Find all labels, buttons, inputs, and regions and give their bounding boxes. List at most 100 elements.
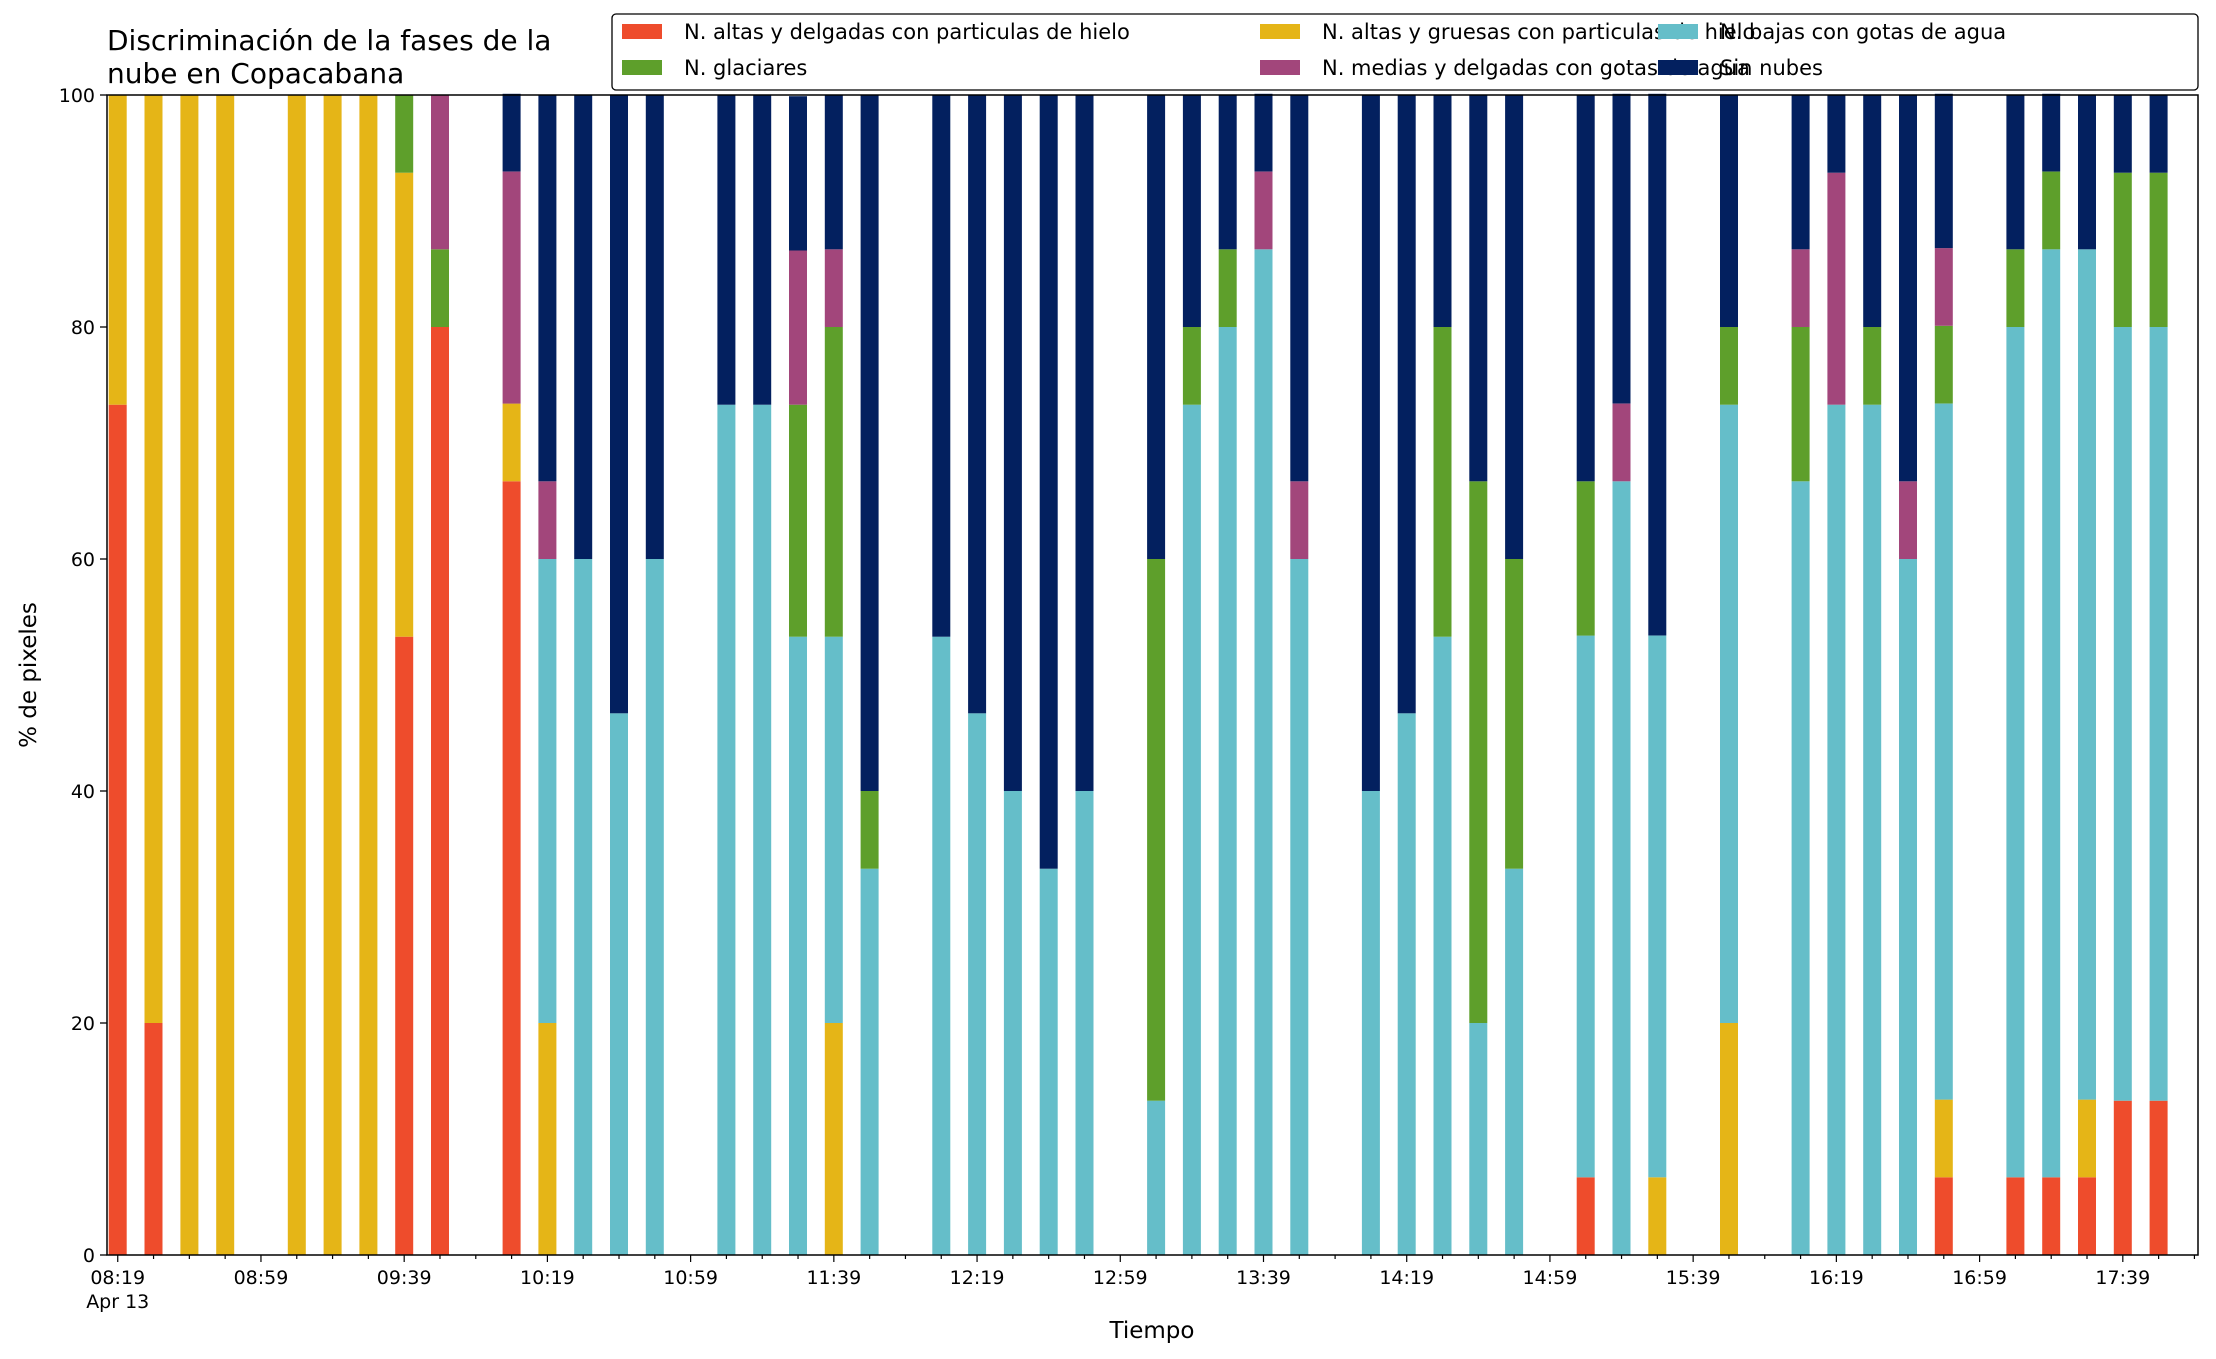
x-tick-label: 16:59 bbox=[1952, 1267, 2007, 1289]
bar-segment-23-series-5 bbox=[1075, 95, 1094, 791]
bar-segment-11-series-5 bbox=[574, 95, 593, 559]
bar-segment-22-series-5 bbox=[1039, 95, 1058, 869]
legend-swatch-0 bbox=[622, 24, 662, 39]
bar-segment-36-series-2 bbox=[1648, 635, 1667, 1178]
bar-segment-0-series-0 bbox=[108, 404, 127, 1255]
bar-segment-16-series-5 bbox=[789, 96, 807, 251]
bar-segment-39-series-2 bbox=[1827, 404, 1846, 1255]
bar-segment-33-series-3 bbox=[1505, 559, 1524, 869]
bar-segment-24-series-3 bbox=[1147, 559, 1166, 1101]
bar-segment-35-series-2 bbox=[1612, 481, 1631, 1255]
bar-segment-17-series-3 bbox=[824, 327, 843, 637]
bar-segment-19-series-5 bbox=[932, 95, 951, 637]
bar-segment-8-series-4 bbox=[431, 95, 449, 250]
bar-segment-45-series-1 bbox=[2078, 1099, 2096, 1178]
x-tick-label: 17:39 bbox=[2095, 1267, 2150, 1289]
bar-segment-44-series-3 bbox=[2042, 171, 2061, 250]
bar-segment-32-series-5 bbox=[1469, 95, 1488, 482]
bar-segment-17-series-1 bbox=[824, 1023, 843, 1255]
bar-segment-10-series-1 bbox=[538, 1023, 557, 1255]
bars-layer bbox=[108, 93, 2168, 1256]
bar-segment-28-series-5 bbox=[1290, 95, 1309, 482]
bar-segment-10-series-2 bbox=[538, 559, 557, 1023]
legend-label-5: Sin nubes bbox=[1720, 56, 1823, 80]
bar-segment-45-series-0 bbox=[2078, 1177, 2096, 1255]
bar-segment-20-series-2 bbox=[968, 713, 987, 1255]
bar-segment-38-series-4 bbox=[1791, 249, 1810, 327]
bar-segment-33-series-5 bbox=[1505, 95, 1524, 559]
bar-segment-34-series-5 bbox=[1576, 95, 1595, 482]
legend-swatch-2 bbox=[1658, 24, 1698, 39]
bar-segment-26-series-2 bbox=[1218, 327, 1237, 1255]
chart-title-line-2: nube en Copacabana bbox=[107, 57, 404, 90]
bar-segment-21-series-2 bbox=[1003, 791, 1022, 1255]
bar-segment-6-series-1 bbox=[359, 95, 378, 1255]
bar-segment-45-series-2 bbox=[2078, 249, 2096, 1100]
bar-segment-7-series-3 bbox=[395, 95, 414, 173]
x-tick-label: 12:19 bbox=[950, 1267, 1005, 1289]
bar-segment-37-series-2 bbox=[1720, 404, 1738, 1023]
bar-segment-29-series-2 bbox=[1361, 791, 1380, 1255]
bar-segment-33-series-2 bbox=[1505, 868, 1524, 1255]
bar-segment-43-series-5 bbox=[2006, 95, 2025, 250]
bar-segment-25-series-5 bbox=[1182, 95, 1201, 327]
bar-segment-0-series-1 bbox=[108, 95, 127, 405]
y-axis-label: % de pixeles bbox=[16, 602, 42, 748]
x-tick-label: 16:19 bbox=[1809, 1267, 1864, 1289]
bar-segment-7-series-0 bbox=[395, 636, 414, 1255]
bar-segment-3-series-1 bbox=[216, 95, 235, 1255]
legend-swatch-4 bbox=[1260, 60, 1300, 75]
bar-segment-47-series-2 bbox=[2149, 327, 2168, 1101]
legend-label-0: N. altas y delgadas con particulas de hi… bbox=[684, 20, 1130, 44]
bar-segment-24-series-5 bbox=[1147, 95, 1166, 559]
bar-segment-31-series-5 bbox=[1433, 95, 1452, 327]
x-tick-label: 14:59 bbox=[1523, 1267, 1578, 1289]
bar-segment-8-series-3 bbox=[431, 249, 449, 327]
bar-segment-31-series-3 bbox=[1433, 327, 1452, 637]
bar-segment-25-series-3 bbox=[1182, 327, 1201, 405]
bar-segment-11-series-2 bbox=[574, 559, 593, 1255]
bar-segment-32-series-3 bbox=[1469, 481, 1488, 1023]
bar-segment-26-series-3 bbox=[1218, 249, 1237, 327]
bar-segment-40-series-2 bbox=[1863, 404, 1882, 1255]
bar-segment-47-series-3 bbox=[2149, 172, 2168, 327]
bar-segment-42-series-0 bbox=[1934, 1177, 1953, 1255]
bar-segment-38-series-5 bbox=[1791, 95, 1810, 250]
bar-segment-18-series-2 bbox=[860, 868, 879, 1255]
bar-segment-15-series-2 bbox=[753, 404, 772, 1255]
x-tick-label: 08:19 bbox=[90, 1267, 145, 1289]
bar-segment-14-series-5 bbox=[717, 95, 736, 405]
x-tick-label: 10:59 bbox=[663, 1267, 718, 1289]
bar-segment-9-series-4 bbox=[502, 171, 521, 404]
bar-segment-9-series-0 bbox=[502, 481, 521, 1255]
chart-title-line-1: Discriminación de la fases de la bbox=[107, 24, 551, 57]
plot-frame bbox=[106, 94, 2199, 1256]
bar-segment-23-series-2 bbox=[1075, 791, 1094, 1255]
bar-segment-37-series-3 bbox=[1720, 327, 1738, 405]
bar-segment-35-series-4 bbox=[1612, 403, 1631, 482]
legend-label-3: N. glaciares bbox=[684, 56, 807, 80]
bar-segment-44-series-0 bbox=[2042, 1177, 2061, 1255]
bar-segment-42-series-1 bbox=[1934, 1099, 1953, 1178]
x-axis-label: Tiempo bbox=[1109, 1318, 1195, 1344]
legend: N. altas y delgadas con particulas de hi… bbox=[611, 13, 2199, 91]
bar-segment-36-series-5 bbox=[1648, 93, 1667, 636]
bar-segment-1-series-1 bbox=[144, 95, 163, 1023]
legend-swatch-3 bbox=[622, 60, 662, 75]
bar-segment-4-series-1 bbox=[287, 95, 306, 1255]
bar-segment-35-series-5 bbox=[1612, 93, 1631, 404]
bar-segment-10-series-5 bbox=[538, 95, 557, 482]
bar-segment-9-series-5 bbox=[502, 93, 521, 172]
bar-segment-42-series-5 bbox=[1934, 93, 1953, 249]
y-tick-label: 80 bbox=[71, 317, 95, 339]
bar-segment-44-series-2 bbox=[2042, 249, 2061, 1178]
bar-segment-46-series-3 bbox=[2113, 172, 2132, 327]
x-tick-label: 15:39 bbox=[1666, 1267, 1721, 1289]
x-tick-label: 10:19 bbox=[520, 1267, 575, 1289]
bar-segment-47-series-0 bbox=[2149, 1100, 2168, 1255]
x-tick-label: 12:59 bbox=[1093, 1267, 1148, 1289]
ticks-layer: 0 20 40 60 80 100 08:19 08:59 09:39 10:19 10:59 11:… bbox=[59, 85, 2196, 1313]
bar-segment-38-series-3 bbox=[1791, 327, 1810, 482]
bar-segment-39-series-4 bbox=[1827, 172, 1846, 405]
